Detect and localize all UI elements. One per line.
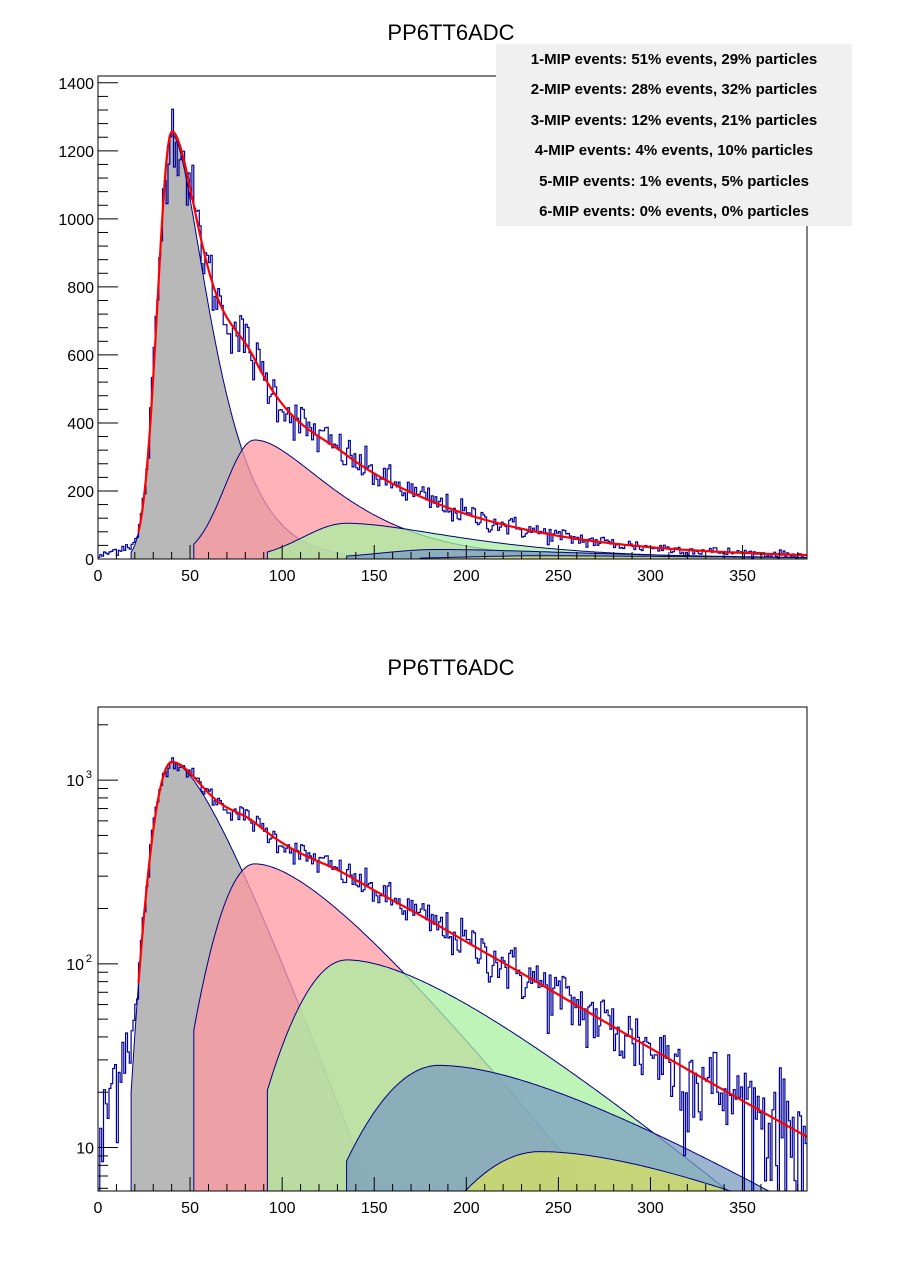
y-tick-label: 10	[66, 957, 84, 974]
plot-frame-top	[97, 75, 808, 560]
x-tick-label: 300	[637, 1200, 664, 1217]
stats-line-4: 4-MIP events: 4% events, 10% particles	[535, 142, 813, 159]
y-tick-label: 200	[67, 484, 94, 501]
x-tick-label: 350	[729, 568, 756, 585]
y-tick-exponent: 2	[86, 953, 92, 965]
stats-line-1: 1-MIP events: 51% events, 29% particles	[531, 51, 818, 68]
y-tick-label: 0	[85, 552, 94, 569]
stats-line-5: 5-MIP events: 1% events, 5% particles	[539, 173, 809, 190]
x-tick-label: 150	[361, 1200, 388, 1217]
y-tick-label: 1000	[58, 212, 94, 229]
y-tick-label: 400	[67, 416, 94, 433]
component-5-curve	[420, 1151, 807, 1191]
y-tick-label: 10	[66, 773, 84, 790]
x-tick-label: 200	[453, 568, 480, 585]
x-tick-label: 0	[94, 1200, 103, 1217]
y-tick-label: 600	[67, 348, 94, 365]
stats-line-2: 2-MIP events: 28% events, 32% particles	[531, 81, 818, 98]
histogram-line	[98, 757, 807, 1191]
component-4-curve	[346, 1064, 807, 1191]
x-tick-label: 250	[545, 1200, 572, 1217]
x-tick-label: 300	[637, 568, 664, 585]
histogram-line	[98, 108, 807, 559]
x-tick-label: 100	[269, 568, 296, 585]
y-tick-label: 1400	[58, 76, 94, 93]
stats-box-background	[496, 44, 852, 226]
chart-title-top: PP6TT6ADC	[387, 20, 514, 45]
fit-curve	[137, 760, 807, 1138]
x-tick-label: 150	[361, 568, 388, 585]
plot-frame-bottom	[97, 706, 808, 1192]
x-tick-label: 0	[94, 568, 103, 585]
y-tick-label: 1200	[58, 144, 94, 161]
y-tick-label: 800	[67, 280, 94, 297]
x-tick-label: 250	[545, 568, 572, 585]
stats-box: 1-MIP events: 51% events, 29% particles …	[496, 44, 852, 226]
stats-line-6: 6-MIP events: 0% events, 0% particles	[539, 203, 809, 220]
y-tick-exponent: 3	[86, 769, 92, 781]
y-tick-label: 10	[76, 1141, 94, 1158]
x-tick-label: 200	[453, 1200, 480, 1217]
axes-top: 0 50 100 150 200 250 300 350 0 200 400 600 800 1000 12…	[58, 76, 799, 585]
stats-line-3: 3-MIP events: 12% events, 21% particles	[531, 112, 818, 129]
x-tick-label: 50	[181, 568, 199, 585]
chart-title-bottom: PP6TT6ADC	[387, 655, 514, 680]
x-tick-label: 50	[181, 1200, 199, 1217]
fit-curve	[137, 130, 807, 557]
linear-histogram-panel: PP6TT6ADC 0 50 100 150 200 250 300 350 0 200 400 60…	[58, 20, 852, 585]
x-tick-label: 350	[729, 1200, 756, 1217]
x-tick-label: 100	[269, 1200, 296, 1217]
log-plot-area	[98, 757, 807, 1191]
component-2-curve	[193, 439, 807, 559]
